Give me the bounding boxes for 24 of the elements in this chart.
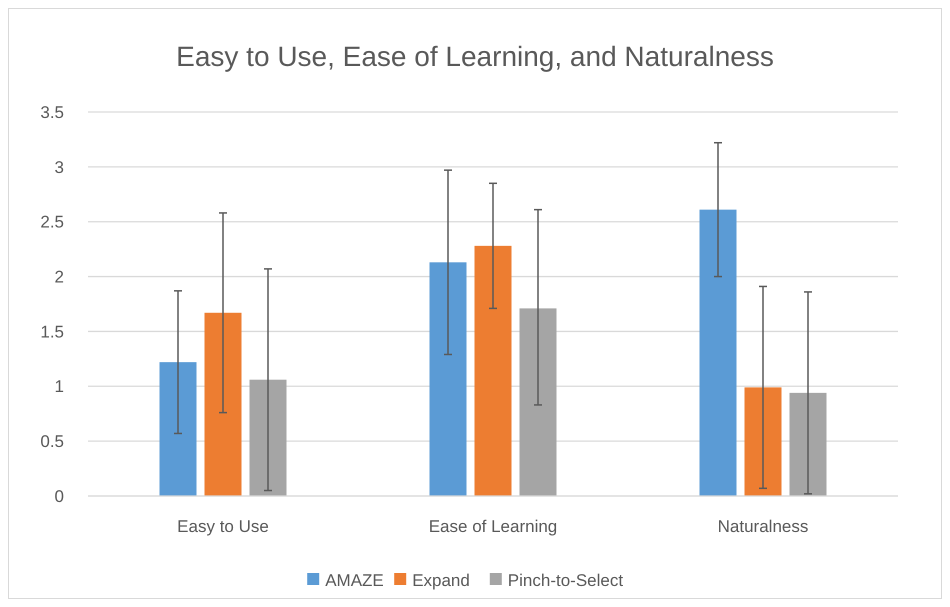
y-tick-label: 3.5	[40, 102, 64, 122]
bar	[474, 246, 512, 496]
bar	[204, 312, 242, 496]
y-tick-label: 0.5	[40, 432, 64, 452]
bar	[744, 387, 782, 496]
y-tick-label: 0	[54, 486, 64, 506]
bar	[700, 210, 736, 496]
y-tick-label: 2.5	[40, 212, 64, 232]
bar	[790, 392, 826, 496]
x-tick-label: Naturalness	[718, 517, 808, 536]
legend-label: Expand	[412, 570, 470, 590]
x-tick-label: Easy to Use	[177, 517, 269, 536]
y-tick-label: 2	[54, 268, 64, 287]
chart-title: Easy to Use, Ease of Learning, and Naturalness	[176, 41, 774, 72]
bar	[430, 262, 466, 496]
y-tick-label: 1	[54, 377, 64, 396]
y-tick-label: 1.5	[40, 322, 64, 342]
legend-label: Pinch-to-Select	[508, 570, 624, 590]
bar	[250, 380, 286, 496]
bar	[520, 308, 556, 496]
x-tick-label: Ease of Learning	[428, 517, 558, 536]
bar	[160, 362, 196, 496]
y-tick-label: 3	[54, 158, 64, 177]
legend-label: AMAZE	[325, 570, 384, 590]
